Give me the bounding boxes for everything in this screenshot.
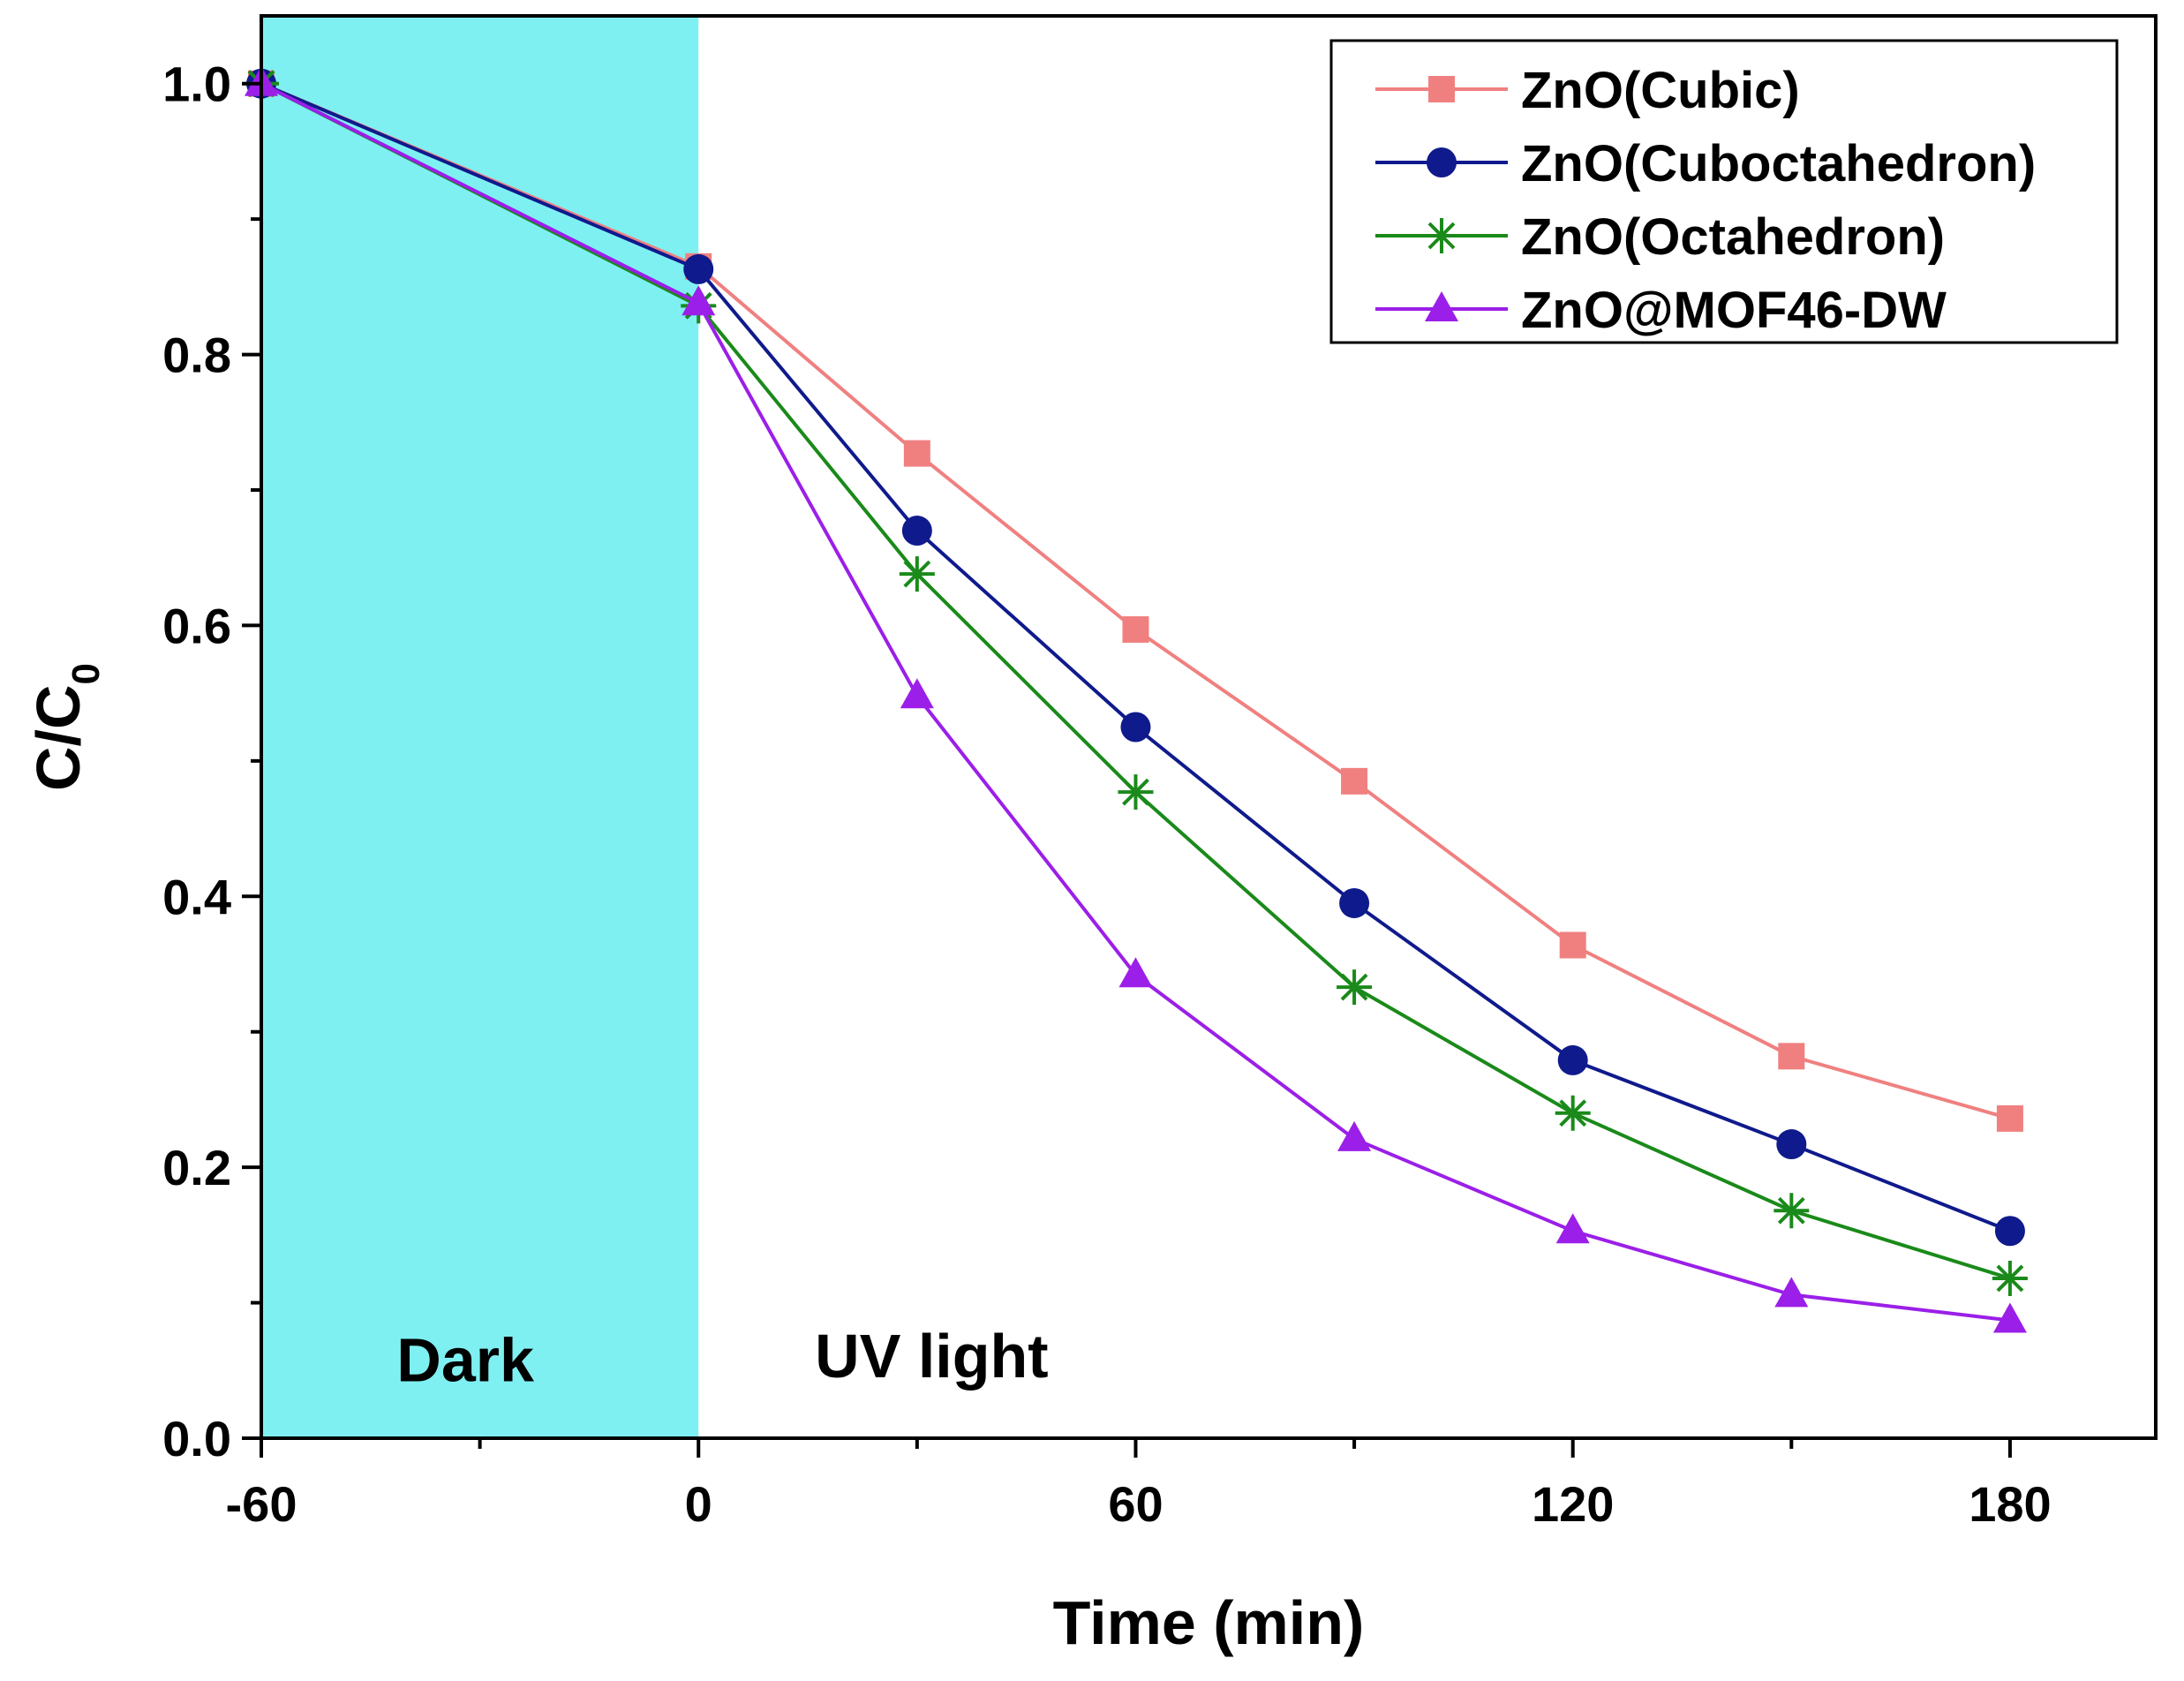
axes-layer: -60 0 60 120 180 0.0 0.2 0.4 0.6 0.8 1.0 (162, 14, 2158, 1532)
data-point (1557, 1044, 1588, 1075)
uv-light-label: UV light (815, 1322, 1048, 1391)
data-point (1120, 712, 1151, 743)
data-point (1341, 767, 1368, 795)
y-tick-label: 1.0 (162, 57, 231, 112)
data-point (1992, 1302, 2027, 1333)
data-point (1118, 774, 1154, 810)
data-point (1555, 1213, 1590, 1244)
x-tick-label: 60 (1108, 1476, 1163, 1532)
legend-marker (1427, 147, 1457, 177)
legend-marker (1425, 291, 1458, 321)
legend-label: ZnO(Octahedron) (1521, 208, 1945, 266)
series-layer (244, 65, 2028, 1333)
data-point (1774, 1277, 1809, 1308)
data-point (1337, 969, 1373, 1006)
data-point (1555, 1095, 1591, 1131)
legend-entry: ZnO@MOF46-DW (1375, 282, 1947, 339)
data-point (682, 285, 716, 316)
legend-entry: ZnO(Cuboctahedron) (1375, 135, 2036, 192)
legend-label: ZnO(Cubic) (1521, 62, 1800, 119)
y-axis-title-subscript: 0 (64, 663, 108, 684)
data-point (1992, 1260, 2028, 1296)
data-point (903, 440, 930, 467)
legend-entry: ZnO(Octahedron) (1375, 208, 1945, 266)
series-line (260, 81, 2011, 1233)
data-point (1559, 931, 1586, 959)
series-line (260, 81, 2011, 1280)
x-tick-label: 0 (685, 1476, 712, 1532)
series-line (260, 81, 2011, 1323)
data-point (1776, 1129, 1807, 1160)
series-line (260, 81, 2011, 1120)
legend-entry: ZnO(Cubic) (1375, 62, 1800, 119)
data-point (1774, 1193, 1810, 1229)
data-point (901, 516, 932, 547)
legend-label: ZnO@MOF46-DW (1521, 282, 1947, 339)
legend: ZnO(Cubic) ZnO(Cuboctahedron) ZnO(Octahedr… (1329, 39, 2119, 344)
y-tick-label: 0.0 (162, 1411, 231, 1466)
data-point (683, 253, 714, 284)
x-axis-title: Time (min) (1053, 1588, 1365, 1657)
y-tick-label: 0.4 (162, 869, 231, 924)
data-point (1122, 616, 1149, 644)
dark-region (261, 16, 699, 1438)
y-tick-label: 0.6 (162, 598, 231, 653)
y-tick-label: 0.8 (162, 328, 231, 383)
y-axis-title-main: C/C (24, 684, 93, 791)
data-point (1339, 887, 1370, 918)
plot-frame (260, 14, 2158, 1440)
x-tick-label: -60 (226, 1476, 297, 1532)
data-point (1994, 1216, 2025, 1247)
data-point (1118, 957, 1153, 988)
data-point (1778, 1043, 1805, 1070)
data-point (899, 556, 935, 592)
data-point (900, 678, 934, 709)
y-axis-title: C/C0 (24, 663, 108, 791)
legend-marker (1424, 218, 1459, 253)
dark-region-layer (261, 16, 699, 1438)
x-tick-label: 180 (1969, 1476, 2051, 1532)
data-point (1996, 1104, 2023, 1132)
dark-region-label: Dark (396, 1326, 534, 1395)
x-tick-label: 120 (1532, 1476, 1614, 1532)
y-tick-label: 0.2 (162, 1140, 231, 1195)
data-point (1337, 1120, 1372, 1151)
legend-label: ZnO(Cuboctahedron) (1521, 135, 2036, 192)
legend-marker (1428, 76, 1455, 102)
